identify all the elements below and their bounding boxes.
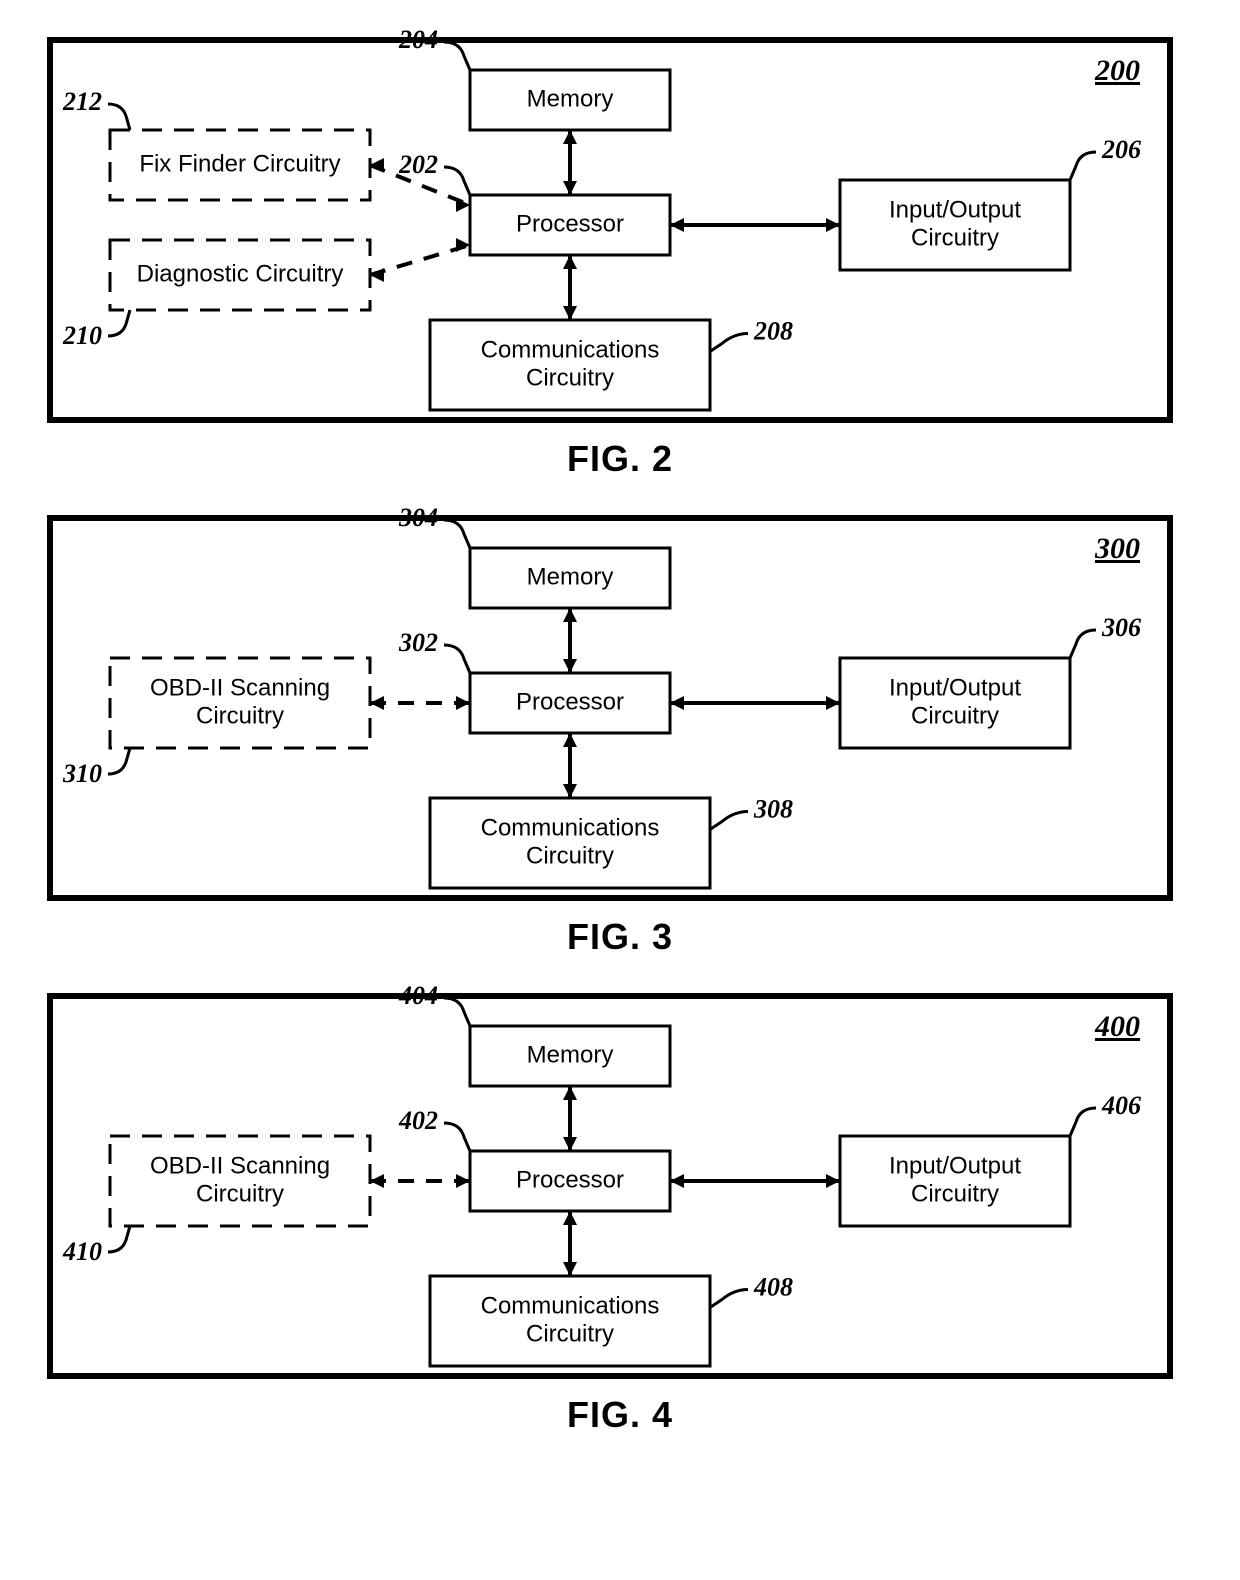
svg-text:Communications: Communications [481, 1292, 660, 1319]
svg-text:Input/Output: Input/Output [889, 674, 1021, 701]
svg-text:Diagnostic Circuitry: Diagnostic Circuitry [137, 260, 344, 287]
svg-text:212: 212 [62, 87, 102, 116]
figure-ref: 200 [1094, 54, 1140, 87]
figure: 200MemoryProcessorInput/OutputCircuitryC… [30, 30, 1210, 480]
svg-text:204: 204 [398, 30, 438, 54]
svg-text:Circuitry: Circuitry [196, 1180, 284, 1207]
svg-text:Processor: Processor [516, 1166, 624, 1193]
figure: 300MemoryProcessorInput/OutputCircuitryC… [30, 508, 1210, 958]
svg-text:Input/Output: Input/Output [889, 1152, 1021, 1179]
svg-text:Circuitry: Circuitry [526, 364, 614, 391]
svg-text:Circuitry: Circuitry [526, 1320, 614, 1347]
svg-text:208: 208 [753, 317, 793, 346]
svg-text:Memory: Memory [527, 563, 614, 590]
figure-ref: 400 [1094, 1010, 1140, 1043]
figure-ref: 300 [1094, 532, 1140, 565]
svg-text:Circuitry: Circuitry [911, 224, 999, 251]
svg-text:206: 206 [1101, 135, 1141, 164]
svg-text:406: 406 [1101, 1091, 1141, 1120]
svg-text:410: 410 [62, 1237, 102, 1266]
svg-text:Circuitry: Circuitry [911, 1180, 999, 1207]
svg-text:210: 210 [62, 321, 102, 350]
figure-caption: FIG. 3 [30, 916, 1210, 958]
figure-caption: FIG. 2 [30, 438, 1210, 480]
svg-text:Memory: Memory [527, 1041, 614, 1068]
svg-text:Processor: Processor [516, 688, 624, 715]
svg-text:OBD-II Scanning: OBD-II Scanning [150, 674, 330, 701]
svg-text:Input/Output: Input/Output [889, 196, 1021, 223]
figure-caption: FIG. 4 [30, 1394, 1210, 1436]
svg-text:304: 304 [398, 508, 438, 532]
svg-text:Communications: Communications [481, 336, 660, 363]
svg-text:308: 308 [753, 795, 793, 824]
svg-text:Circuitry: Circuitry [526, 842, 614, 869]
svg-text:Fix Finder Circuitry: Fix Finder Circuitry [139, 150, 340, 177]
svg-text:404: 404 [398, 986, 438, 1010]
svg-text:Communications: Communications [481, 814, 660, 841]
svg-text:306: 306 [1101, 613, 1141, 642]
svg-text:Circuitry: Circuitry [196, 702, 284, 729]
figure: 400MemoryProcessorInput/OutputCircuitryC… [30, 986, 1210, 1436]
svg-text:Circuitry: Circuitry [911, 702, 999, 729]
svg-text:408: 408 [753, 1273, 793, 1302]
svg-text:310: 310 [62, 759, 102, 788]
svg-text:402: 402 [398, 1106, 438, 1135]
svg-text:202: 202 [398, 150, 438, 179]
svg-text:Memory: Memory [527, 85, 614, 112]
svg-text:OBD-II Scanning: OBD-II Scanning [150, 1152, 330, 1179]
svg-text:Processor: Processor [516, 210, 624, 237]
svg-text:302: 302 [398, 628, 438, 657]
